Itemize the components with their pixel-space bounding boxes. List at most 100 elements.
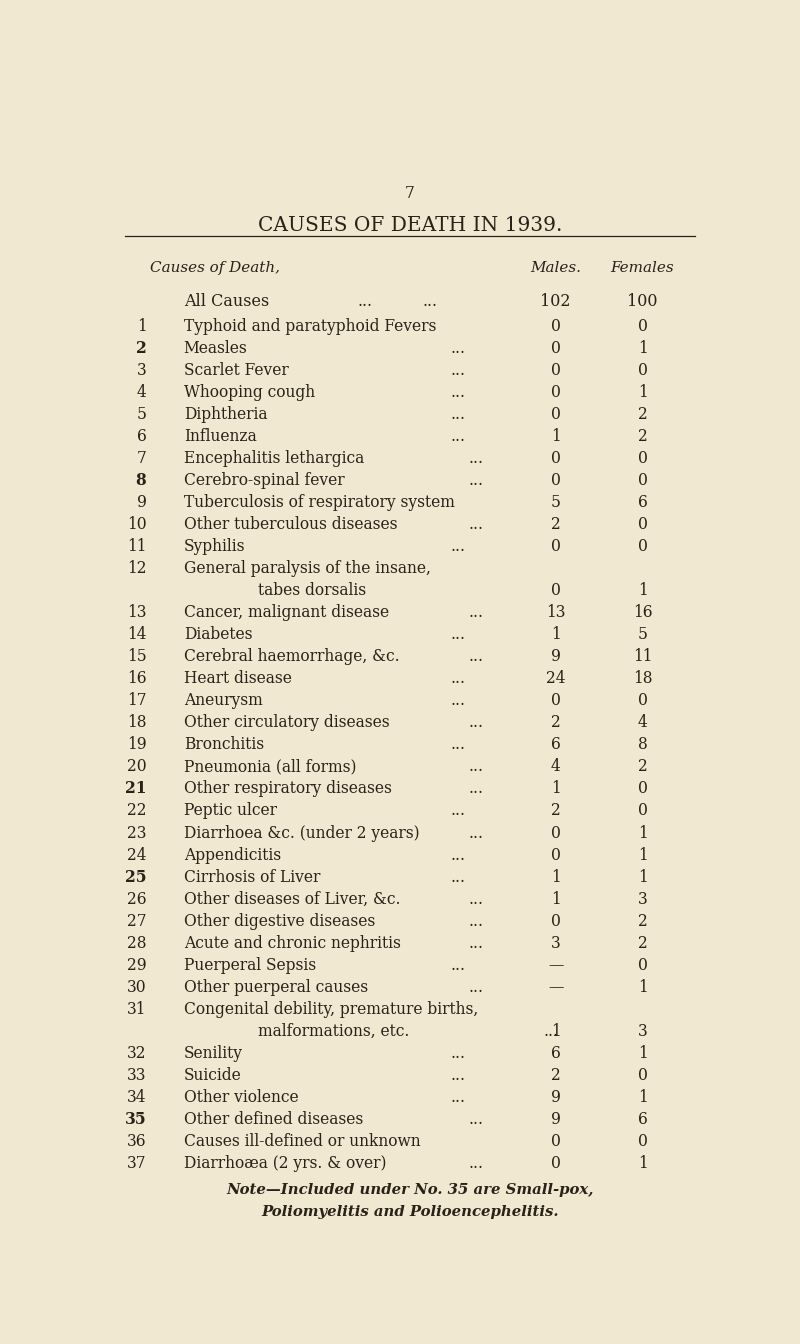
Text: 18: 18 [633,671,652,687]
Text: 0: 0 [550,472,561,489]
Text: 30: 30 [127,978,146,996]
Text: Typhoid and paratyphoid Fevers: Typhoid and paratyphoid Fevers [184,317,436,335]
Text: Poliomyelitis and Polioencephelitis.: Poliomyelitis and Polioencephelitis. [262,1206,558,1219]
Text: Appendicitis: Appendicitis [184,847,281,864]
Text: 9: 9 [550,1089,561,1106]
Text: 11: 11 [127,538,146,555]
Text: ...: ... [469,824,484,841]
Text: ...: ... [450,692,466,710]
Text: ...: ... [469,781,484,797]
Text: 9: 9 [550,1111,561,1128]
Text: Diarrhoea &c. (under 2 years): Diarrhoea &c. (under 2 years) [184,824,419,841]
Text: ...: ... [469,714,484,731]
Text: 4: 4 [137,383,146,401]
Text: 0: 0 [550,406,561,423]
Text: ...: ... [450,802,466,820]
Text: 18: 18 [127,714,146,731]
Text: Males.: Males. [530,261,581,274]
Text: 0: 0 [550,450,561,466]
Text: ...: ... [543,1023,558,1040]
Text: 3: 3 [137,362,146,379]
Text: ...: ... [450,1089,466,1106]
Text: 10: 10 [127,516,146,534]
Text: Congenital debility, premature births,: Congenital debility, premature births, [184,1001,478,1017]
Text: ...: ... [450,847,466,864]
Text: 32: 32 [127,1046,146,1062]
Text: 1: 1 [638,868,647,886]
Text: ...: ... [450,362,466,379]
Text: General paralysis of the insane,: General paralysis of the insane, [184,560,430,577]
Text: ...: ... [469,1111,484,1128]
Text: 0: 0 [638,317,647,335]
Text: Causes of Death,: Causes of Death, [150,261,279,274]
Text: 2: 2 [638,406,647,423]
Text: 102: 102 [541,293,571,309]
Text: ...: ... [469,891,484,907]
Text: Heart disease: Heart disease [184,671,291,687]
Text: —: — [548,978,563,996]
Text: ...: ... [450,1067,466,1085]
Text: Diarrhoæa (2 yrs. & over): Diarrhoæa (2 yrs. & over) [184,1156,386,1172]
Text: 13: 13 [127,603,146,621]
Text: 0: 0 [638,802,647,820]
Text: Other defined diseases: Other defined diseases [184,1111,363,1128]
Text: 0: 0 [638,957,647,974]
Text: 1: 1 [551,626,561,644]
Text: 28: 28 [127,934,146,952]
Text: 1: 1 [551,1023,561,1040]
Text: 12: 12 [127,560,146,577]
Text: ...: ... [450,1046,466,1062]
Text: Encephalitis lethargica: Encephalitis lethargica [184,450,364,466]
Text: Suicide: Suicide [184,1067,242,1085]
Text: ...: ... [450,671,466,687]
Text: 2: 2 [551,802,561,820]
Text: 1: 1 [638,847,647,864]
Text: 4: 4 [551,758,561,775]
Text: Pneumonia (all forms): Pneumonia (all forms) [184,758,356,775]
Text: ...: ... [469,978,484,996]
Text: 1: 1 [638,1089,647,1106]
Text: ...: ... [422,293,438,309]
Text: ...: ... [450,427,466,445]
Text: 2: 2 [638,934,647,952]
Text: 3: 3 [638,1023,647,1040]
Text: tabes dorsalis: tabes dorsalis [258,582,366,599]
Text: ...: ... [469,648,484,665]
Text: 6: 6 [638,1111,647,1128]
Text: 100: 100 [627,293,658,309]
Text: ...: ... [450,538,466,555]
Text: 1: 1 [638,582,647,599]
Text: 1: 1 [638,340,647,356]
Text: 7: 7 [405,185,415,202]
Text: Diphtheria: Diphtheria [184,406,267,423]
Text: 23: 23 [127,824,146,841]
Text: 14: 14 [127,626,146,644]
Text: Aneurysm: Aneurysm [184,692,262,710]
Text: ...: ... [469,603,484,621]
Text: 26: 26 [127,891,146,907]
Text: 1: 1 [551,781,561,797]
Text: 27: 27 [127,913,146,930]
Text: 29: 29 [127,957,146,974]
Text: Other violence: Other violence [184,1089,298,1106]
Text: 0: 0 [638,781,647,797]
Text: 2: 2 [638,913,647,930]
Text: 31: 31 [127,1001,146,1017]
Text: 1: 1 [551,891,561,907]
Text: 0: 0 [638,472,647,489]
Text: 0: 0 [550,913,561,930]
Text: Other puerperal causes: Other puerperal causes [184,978,368,996]
Text: Other circulatory diseases: Other circulatory diseases [184,714,390,731]
Text: 0: 0 [550,317,561,335]
Text: 11: 11 [633,648,652,665]
Text: 15: 15 [126,648,146,665]
Text: 0: 0 [638,516,647,534]
Text: 0: 0 [638,362,647,379]
Text: 6: 6 [550,737,561,754]
Text: Scarlet Fever: Scarlet Fever [184,362,289,379]
Text: Measles: Measles [184,340,247,356]
Text: malformations, etc.: malformations, etc. [258,1023,410,1040]
Text: 1: 1 [638,978,647,996]
Text: 9: 9 [550,648,561,665]
Text: 0: 0 [638,692,647,710]
